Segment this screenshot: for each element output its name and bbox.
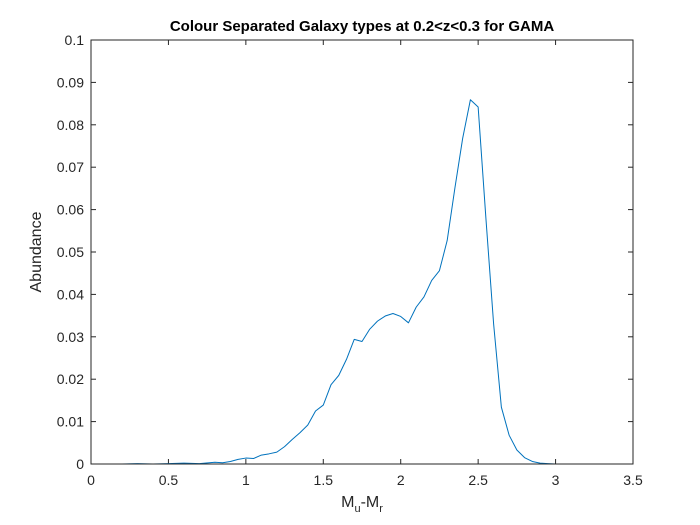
y-tick-label: 0.04 [57, 286, 84, 302]
ticks-layer: 0 0.5 1 1.5 2 2.5 3 3.5 0 0.01 0.02 0.03 0.04 0.05 0.0… [57, 32, 643, 488]
y-tick-label: 0.01 [57, 414, 84, 430]
x-tick-label: 2.5 [468, 472, 488, 488]
x-tick-label: 3.5 [623, 472, 643, 488]
y-tick-label: 0.08 [57, 117, 84, 133]
y-tick-label: 0.06 [57, 202, 84, 218]
y-tick-label: 0.07 [57, 159, 84, 175]
x-tick-label: 1.5 [314, 472, 334, 488]
y-axis-label: Abundance [28, 211, 45, 292]
x-tick-label: 3 [552, 472, 560, 488]
y-tick-label: 0.09 [57, 74, 84, 90]
y-tick-label: 0 [76, 456, 84, 472]
y-tick-label: 0.02 [57, 371, 84, 387]
x-tick-label: 2 [397, 472, 405, 488]
y-tick-label: 0.05 [57, 244, 84, 260]
y-tick-label: 0.03 [57, 329, 84, 345]
chart-title: Colour Separated Galaxy types at 0.2<z<0… [170, 18, 554, 35]
x-tick-label: 1 [242, 472, 250, 488]
plot-area [91, 40, 633, 464]
x-tick-label: 0.5 [159, 472, 179, 488]
x-label-sub2: r [379, 503, 383, 515]
axes-box [90, 39, 634, 465]
x-label-main: M [341, 494, 354, 511]
x-axis-label: Mu-Mr [341, 494, 383, 515]
series-line [91, 99, 633, 465]
x-label-sub1: u [354, 503, 360, 515]
x-label-mid: -M [361, 494, 380, 511]
y-tick-label: 0.1 [65, 32, 85, 48]
x-tick-label: 0 [87, 472, 95, 488]
